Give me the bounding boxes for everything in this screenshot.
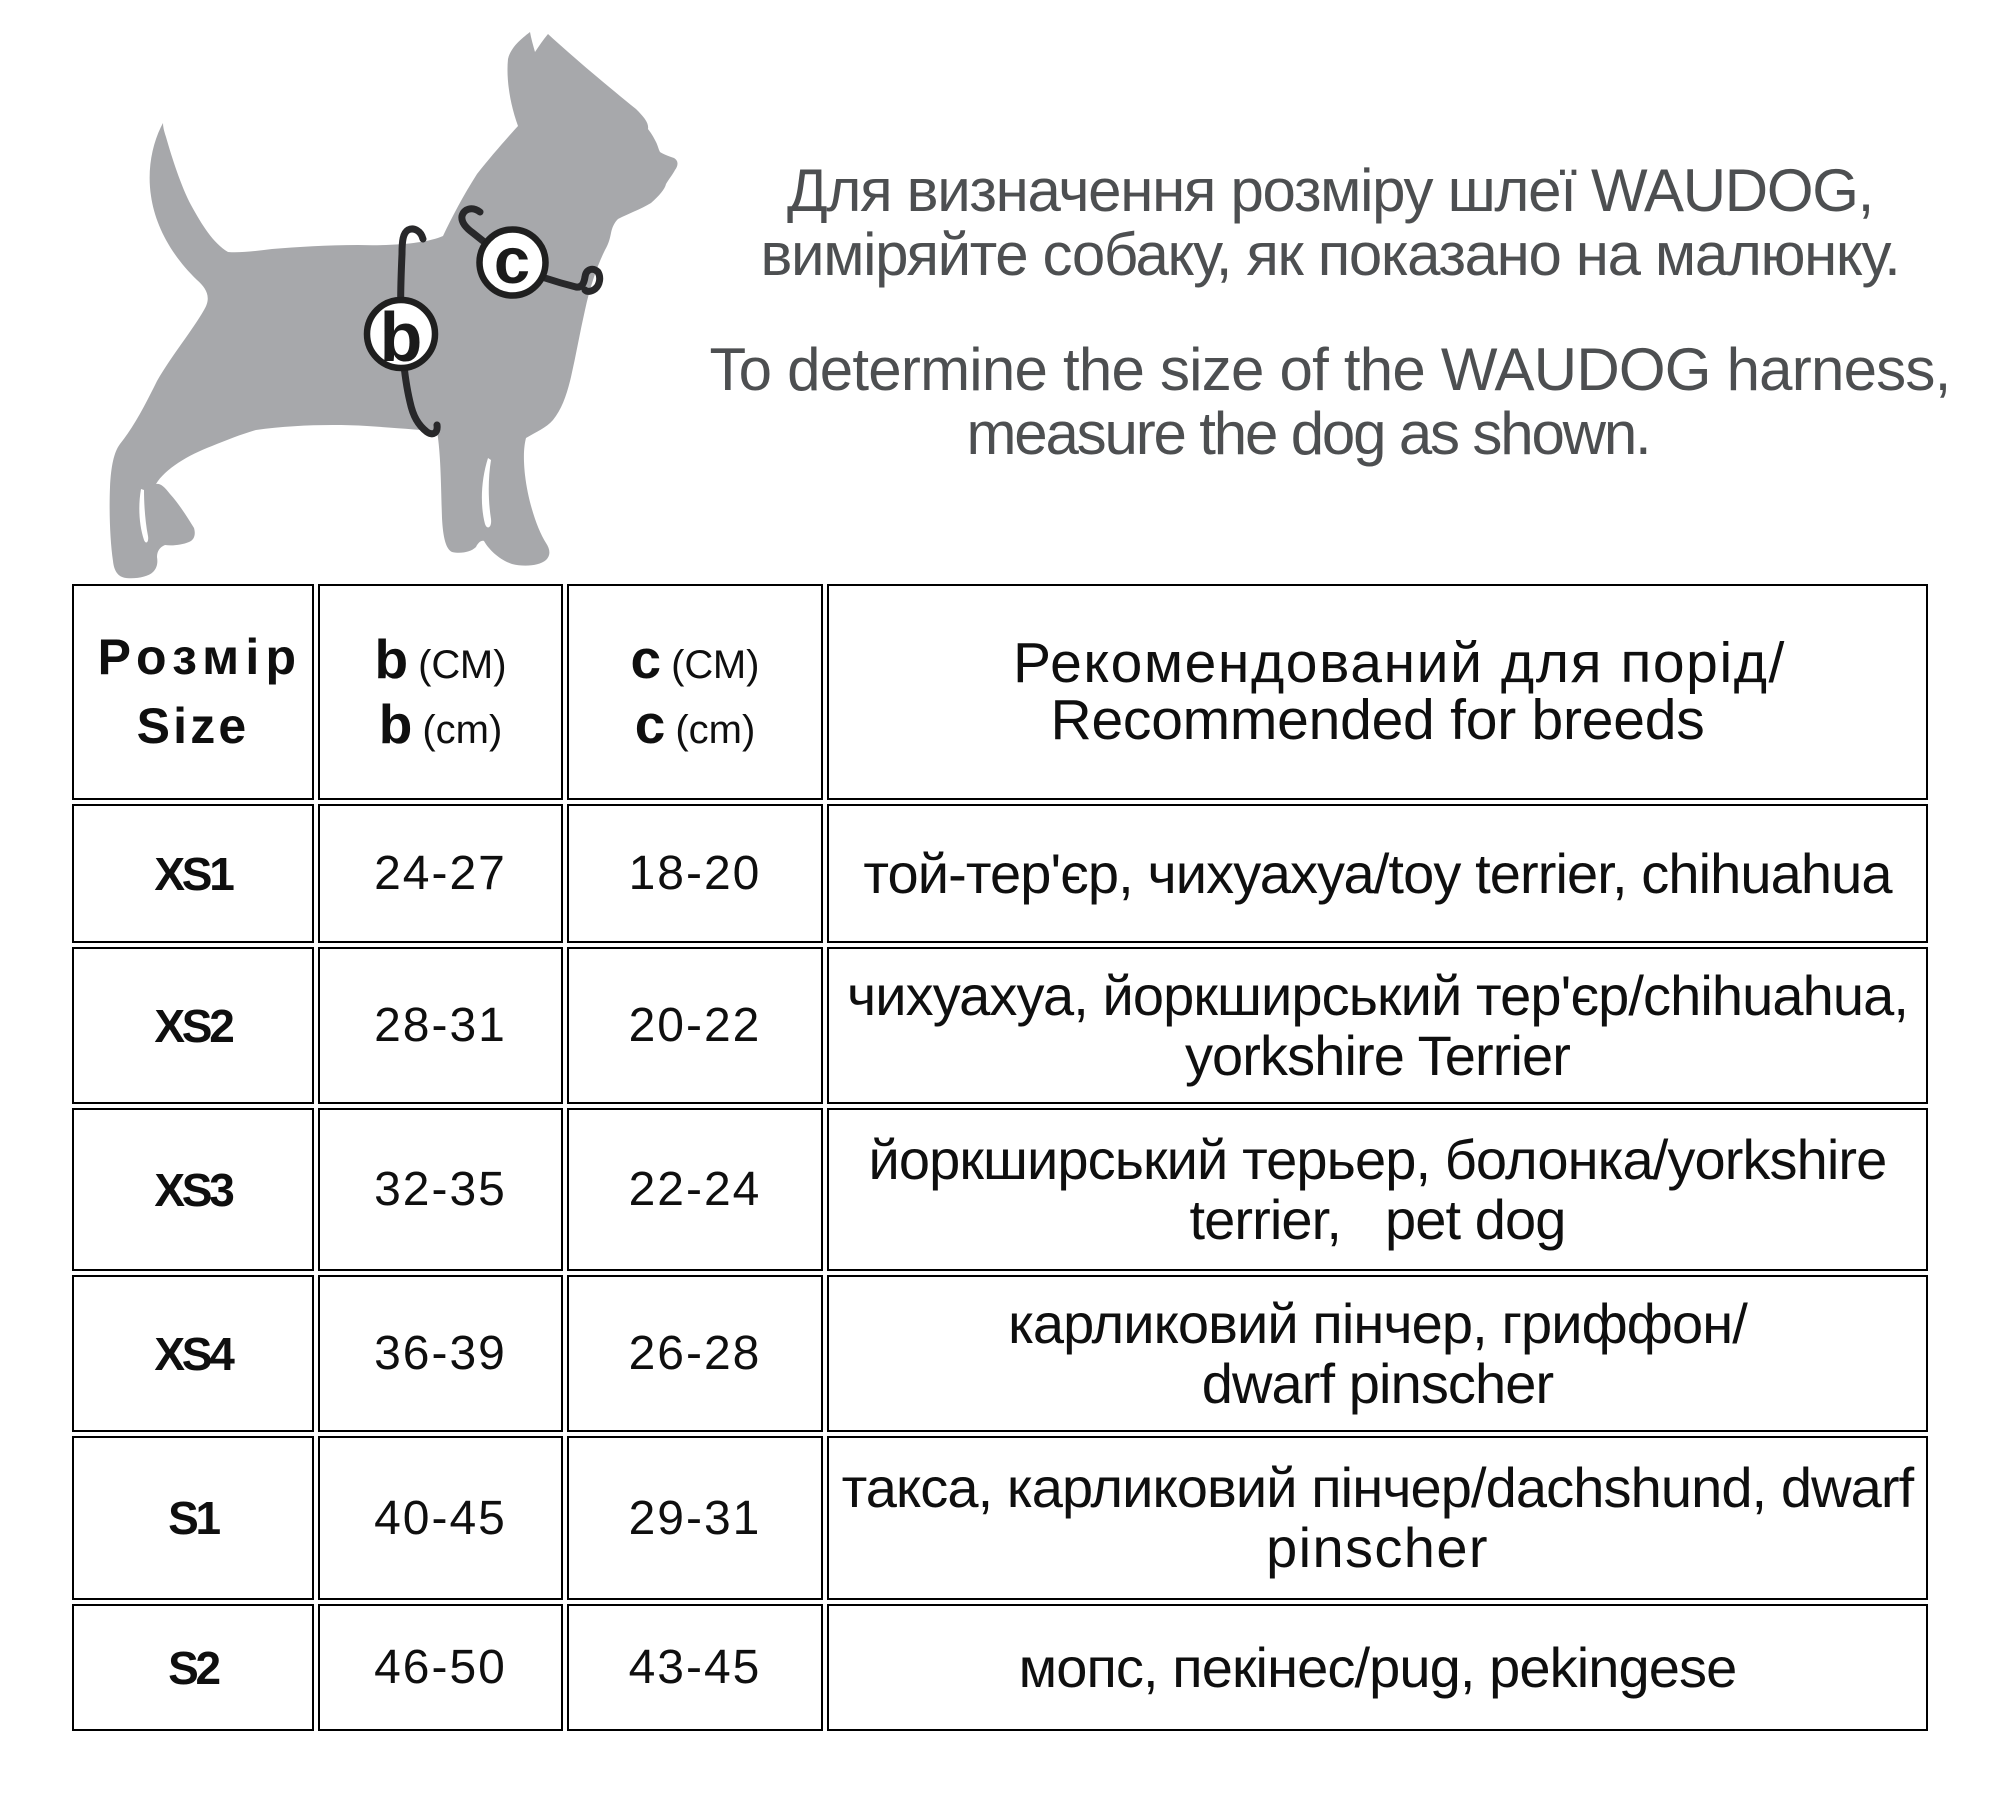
svg-text:b: b	[380, 298, 423, 376]
svg-text:c: c	[494, 224, 530, 297]
